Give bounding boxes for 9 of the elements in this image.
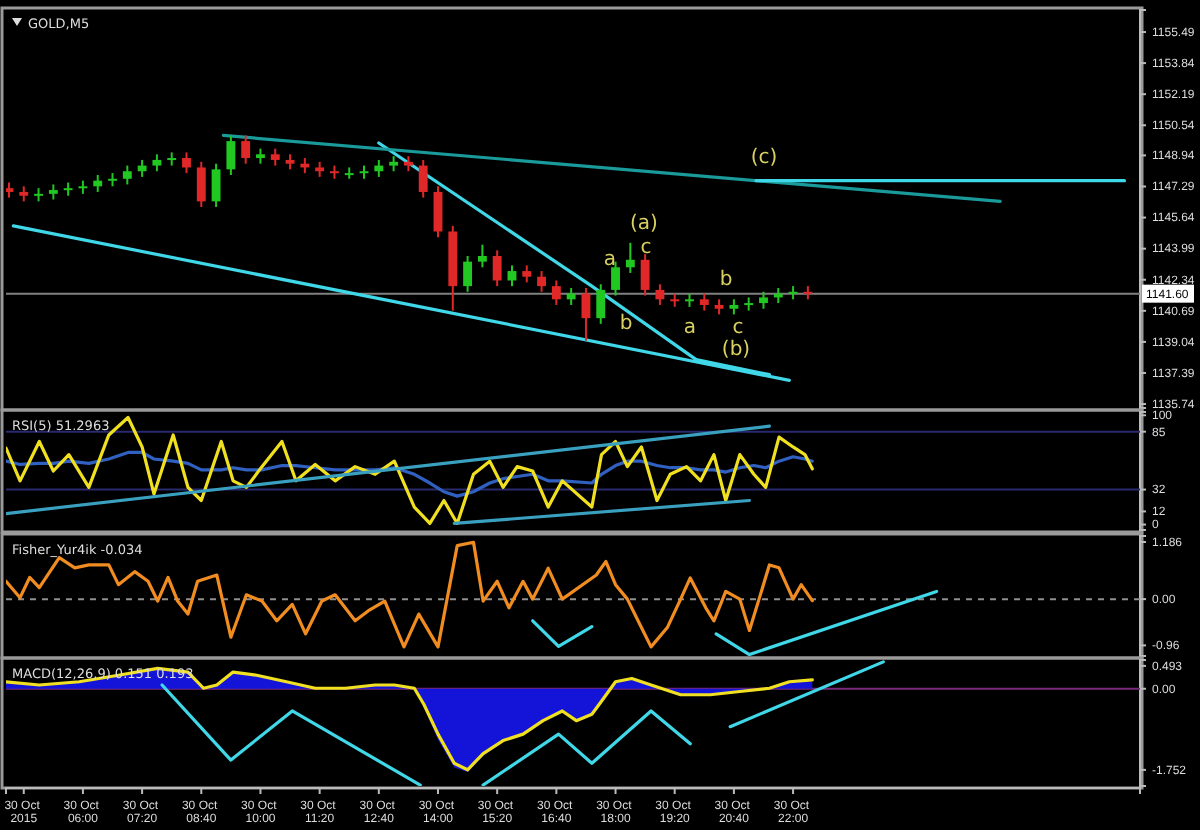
annotation: (b)	[721, 339, 751, 361]
annotation: b	[619, 313, 633, 335]
annotation: (a)	[630, 213, 659, 235]
annotation: c	[732, 317, 744, 339]
annotation: c	[640, 237, 652, 259]
annotation: a	[603, 249, 617, 271]
annotation: b	[719, 269, 733, 291]
annotation: a	[683, 317, 697, 339]
annotation: (c)	[750, 147, 778, 169]
